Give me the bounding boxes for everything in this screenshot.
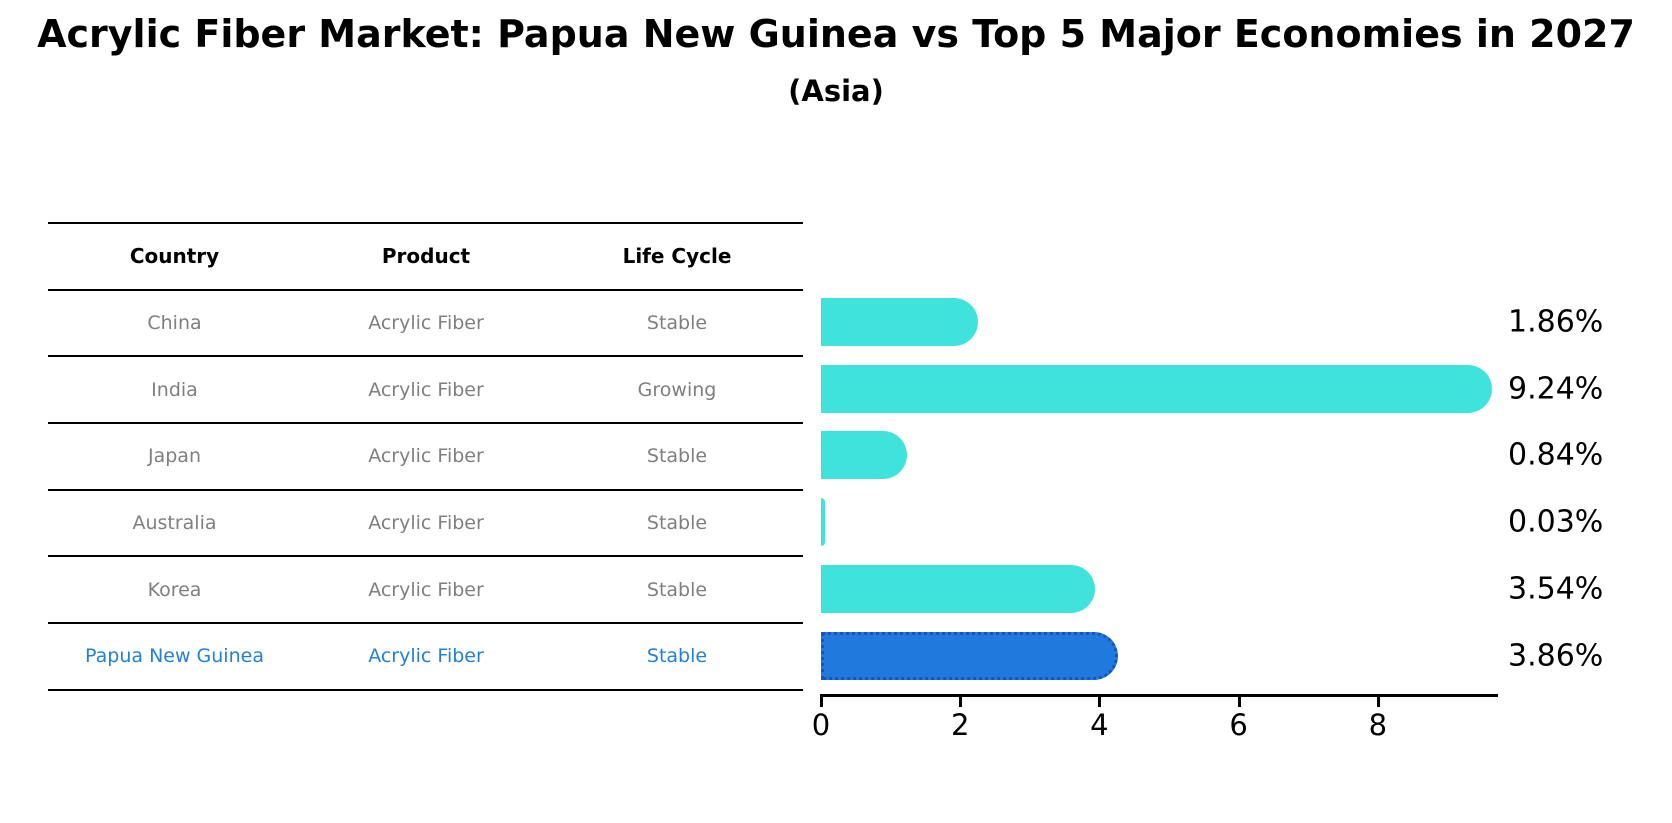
x-axis-tick xyxy=(820,697,823,707)
table-row-india: India Acrylic Fiber Growing xyxy=(48,355,803,422)
x-axis-line xyxy=(820,694,1498,697)
bar-australia xyxy=(821,498,825,547)
x-axis-tick-label: 4 xyxy=(1090,708,1109,742)
cell-product: Acrylic Fiber xyxy=(368,645,484,668)
cell-life-cycle: Stable xyxy=(646,512,708,535)
cell-product: Acrylic Fiber xyxy=(368,312,484,335)
cell-country: India xyxy=(151,378,198,401)
x-axis-tick-label: 0 xyxy=(811,708,831,742)
x-axis-tick-label: 8 xyxy=(1368,708,1388,742)
chart-title: Acrylic Fiber Market: Papua New Guinea v… xyxy=(37,12,1635,56)
country-table: Country Product Life Cycle China Acrylic… xyxy=(48,222,803,691)
table-header-row: Country Product Life Cycle xyxy=(48,222,803,289)
bar-papua-new-guinea xyxy=(821,631,1118,680)
value-label-india: 9.24% xyxy=(1508,371,1604,407)
cell-life-cycle: Stable xyxy=(646,578,708,601)
x-axis-tick xyxy=(1237,697,1241,707)
table-row-korea: Korea Acrylic Fiber Stable xyxy=(48,555,803,622)
cell-country: Australia xyxy=(132,512,217,535)
table-row-papua-new-guinea: Papua New Guinea Acrylic Fiber Stable xyxy=(48,622,803,689)
cell-product: Acrylic Fiber xyxy=(368,378,484,401)
cell-product: Acrylic Fiber xyxy=(368,512,484,535)
value-label-china: 1.86% xyxy=(1508,304,1604,340)
cell-life-cycle: Stable xyxy=(646,645,708,668)
value-label-australia: 0.03% xyxy=(1508,504,1604,540)
cell-country: China xyxy=(147,312,202,335)
cell-life-cycle: Growing xyxy=(637,378,717,401)
cell-product: Acrylic Fiber xyxy=(368,578,484,601)
cell-country: Japan xyxy=(148,445,201,468)
x-axis-tick-label: 6 xyxy=(1229,708,1248,742)
x-axis-tick-label: 2 xyxy=(950,708,970,742)
bar-china xyxy=(821,298,979,347)
value-label-papua-new-guinea: 3.86% xyxy=(1508,638,1604,674)
cell-life-cycle: Stable xyxy=(646,445,708,468)
column-header-country: Country xyxy=(129,244,220,269)
table-row-china: China Acrylic Fiber Stable xyxy=(48,288,803,356)
value-label-korea: 3.54% xyxy=(1508,571,1604,607)
column-header-life-cycle: Life Cycle xyxy=(622,244,732,269)
table-row-australia: Australia Acrylic Fiber Stable xyxy=(48,488,803,556)
cell-life-cycle: Stable xyxy=(646,312,708,335)
cell-country: Papua New Guinea xyxy=(85,645,264,668)
x-axis-tick xyxy=(1098,697,1102,707)
cell-country: Korea xyxy=(147,578,202,601)
x-axis-tick xyxy=(1376,697,1380,707)
x-axis-tick xyxy=(959,697,963,707)
chart-subtitle: (Asia) xyxy=(788,74,884,108)
bar-japan xyxy=(821,431,908,480)
value-label-japan: 0.84% xyxy=(1508,437,1604,473)
bar-korea xyxy=(821,564,1096,613)
bar-india xyxy=(821,364,1493,413)
column-header-product: Product xyxy=(381,244,471,269)
cell-product: Acrylic Fiber xyxy=(368,445,484,468)
table-row-japan: Japan Acrylic Fiber Stable xyxy=(48,422,803,489)
